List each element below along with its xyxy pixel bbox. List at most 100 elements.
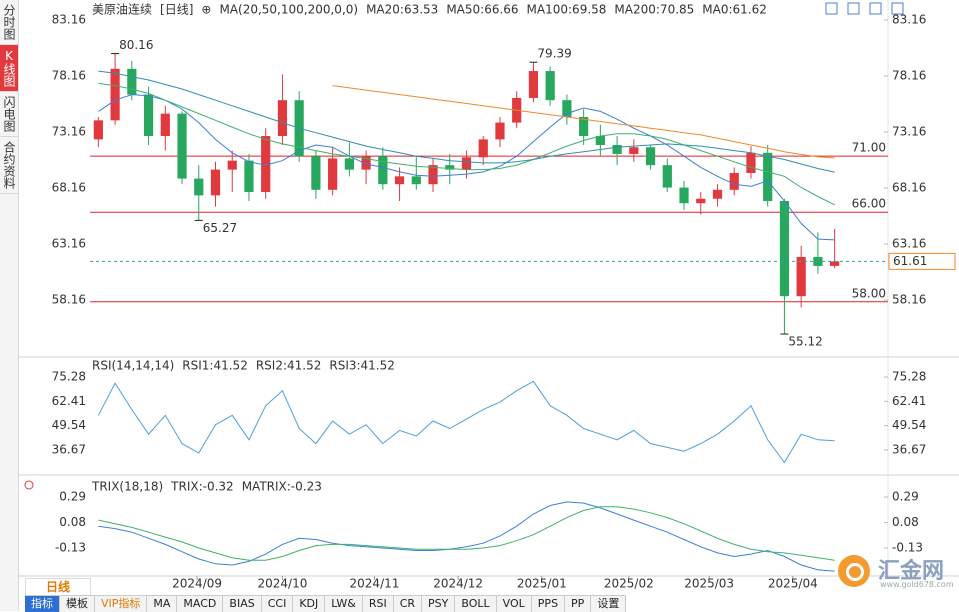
watermark-name: 汇金网 xyxy=(878,559,945,584)
candle-body xyxy=(110,68,120,121)
icon[interactable] xyxy=(869,2,882,15)
candle-body xyxy=(579,116,589,137)
level-label: 58.00 xyxy=(852,286,886,300)
y-tick-label: 68.16 xyxy=(52,180,86,194)
candle-body xyxy=(763,152,773,201)
y-tick-label-right: 49.54 xyxy=(892,418,926,432)
toolbar-item[interactable]: VIP指标 xyxy=(95,596,148,612)
toolbar-item[interactable]: VOL xyxy=(497,596,532,612)
toolbar-item[interactable]: PP xyxy=(565,596,592,612)
toolbar-item[interactable]: RSI xyxy=(363,596,394,612)
y-tick-label: 78.16 xyxy=(52,68,86,82)
candle-body xyxy=(428,165,438,185)
candle-body xyxy=(194,178,204,196)
y-tick-label: 73.16 xyxy=(52,124,86,138)
toolbar-item[interactable]: PSY xyxy=(422,596,456,612)
candle-body xyxy=(445,165,455,170)
sidebar-tab[interactable]: 闪电图 xyxy=(0,92,18,137)
legend-item: MATRIX:-0.23 xyxy=(242,480,322,494)
candle-body xyxy=(93,120,103,140)
toolbar-item[interactable]: 模板 xyxy=(60,596,95,612)
icon[interactable] xyxy=(891,2,904,15)
y-tick-label: -0.13 xyxy=(55,541,86,555)
legend-crosshair: ⊕ xyxy=(201,3,211,17)
y-tick-label: 0.08 xyxy=(59,515,86,529)
y-tick-label: 0.29 xyxy=(59,489,86,503)
candle-body xyxy=(378,156,388,185)
toolbar-item[interactable]: BOLL xyxy=(455,596,497,612)
candle-body xyxy=(696,198,706,204)
watermark-url: www.gold678.com xyxy=(880,580,954,589)
sidebar-tab[interactable]: K线图 xyxy=(0,45,18,92)
toolbar-item[interactable]: MACD xyxy=(177,596,224,612)
candle-body xyxy=(160,113,170,137)
toolbar-item[interactable]: BIAS xyxy=(223,596,262,612)
candle-body xyxy=(344,158,354,170)
series-line xyxy=(98,506,835,561)
legend-item: MA200:70.85 xyxy=(614,3,694,17)
y-tick-label-right: 62.41 xyxy=(892,394,926,408)
extreme-label: 55.12 xyxy=(788,335,822,349)
candle-body xyxy=(830,261,840,266)
watermark: 汇金网 www.gold678.com xyxy=(836,553,956,591)
toolbar-item[interactable]: PPS xyxy=(532,596,566,612)
icon[interactable] xyxy=(825,2,838,15)
extreme-label: 65.27 xyxy=(203,221,237,235)
candle-body xyxy=(277,100,288,137)
candle-body xyxy=(461,157,472,170)
legend-title: TRIX(18,18) xyxy=(91,480,163,494)
series-line xyxy=(97,380,835,464)
current-price-box xyxy=(888,252,956,270)
sidebar-tab[interactable]: 合约资料 xyxy=(0,137,18,194)
candle-body xyxy=(796,256,806,297)
candle-body xyxy=(495,122,505,140)
y-tick-label-right: 63.16 xyxy=(892,237,926,251)
y-tick-label: 83.16 xyxy=(52,12,86,26)
legend-period: [日线] xyxy=(160,3,193,17)
candle-body xyxy=(645,147,656,166)
series-line xyxy=(98,82,835,206)
level-label: 66.00 xyxy=(852,197,886,211)
indicator-toolbar: 指标 模板 VIP指标 MA MACD BIAS CCI KDJ LW& RSI CR PSY BOLL… xyxy=(25,595,627,612)
toolbar-item[interactable]: 设置 xyxy=(591,596,627,612)
icon[interactable] xyxy=(847,2,860,15)
toolbar-item[interactable]: LW& xyxy=(325,596,363,612)
y-tick-label-right: 78.16 xyxy=(892,68,926,82)
y-tick-label-right: 73.16 xyxy=(892,124,926,138)
legend-item: MA100:69.58 xyxy=(527,3,607,17)
candle-body xyxy=(227,160,237,170)
candle-body xyxy=(679,187,689,204)
x-tick-label: 2024/09 xyxy=(172,577,222,591)
y-tick-label: 63.16 xyxy=(52,237,86,251)
candle-body xyxy=(545,71,555,101)
candle-body xyxy=(311,156,321,190)
toolbar-item[interactable]: CR xyxy=(394,596,423,612)
candle-body xyxy=(177,113,187,179)
series-line xyxy=(98,501,835,572)
candle-body xyxy=(127,68,137,95)
y-tick-label-right: 83.16 xyxy=(892,12,926,26)
y-tick-label-right: -0.13 xyxy=(892,541,923,555)
y-tick-label: 36.67 xyxy=(52,442,86,456)
toolbar-item[interactable]: CCI xyxy=(262,596,294,612)
toolbar-item[interactable]: MA xyxy=(147,596,178,612)
y-tick-label: 58.16 xyxy=(52,293,86,307)
period-tab[interactable]: 日线 xyxy=(25,578,91,595)
candle-body xyxy=(712,189,723,199)
y-tick-label: 75.28 xyxy=(52,370,86,384)
sidebar-tab[interactable]: 分时图 xyxy=(0,0,18,45)
chart-bg xyxy=(19,0,959,594)
legend-item: RSI2:41.52 xyxy=(256,359,322,373)
y-tick-label-right: 68.16 xyxy=(892,180,926,194)
candle-body xyxy=(612,144,622,154)
trix-icon[interactable] xyxy=(24,480,34,490)
candle-body xyxy=(361,156,371,170)
toolbar-icons[interactable] xyxy=(825,2,904,15)
legend-ma-spec: MA(20,50,100,200,0,0) xyxy=(219,3,358,17)
toolbar-item[interactable]: 指标 xyxy=(25,596,60,612)
legend-item: RSI3:41.52 xyxy=(329,359,395,373)
level-label: 71.00 xyxy=(852,141,886,155)
toolbar-item[interactable]: KDJ xyxy=(293,596,326,612)
